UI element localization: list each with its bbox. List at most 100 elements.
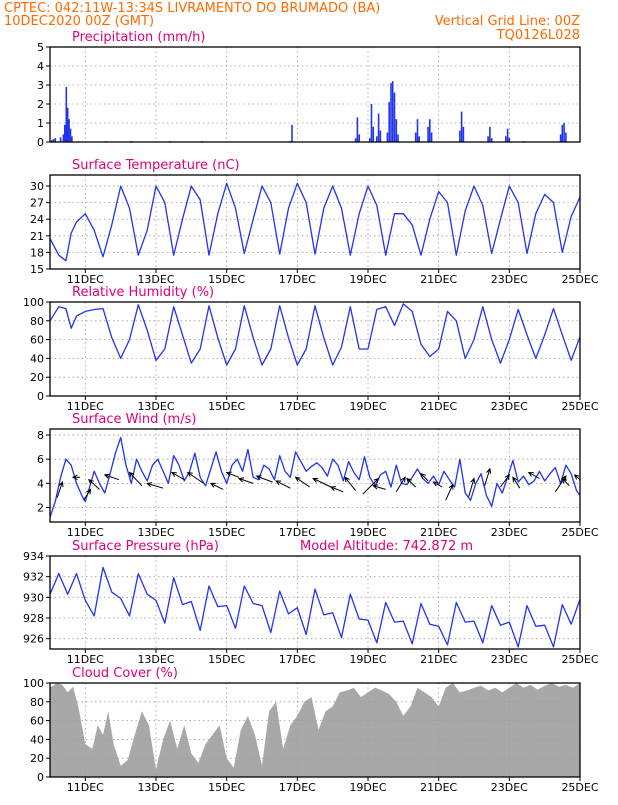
temp-ytick-label: 24 [30,213,44,226]
pressure-ytick-label: 926 [23,633,44,646]
temp-xtick-label: 15DEC [208,273,245,286]
rh-xtick-label: 23DEC [491,400,528,413]
wind-arrow-21 [406,477,417,488]
precip-bar-35 [418,136,420,142]
pressure-ytick-label: 934 [23,550,44,563]
pressure-ytick-label: 930 [23,591,44,604]
cloud-xtick-label: 15DEC [208,781,245,794]
precip-bar-19 [358,134,360,142]
wind-arrow-14 [294,476,310,488]
wind-arrow-12 [255,475,273,483]
wind-arrow-27 [500,473,510,488]
precip-bar-37 [429,119,431,142]
pressure-ytick-label: 932 [23,571,44,584]
wind-xtick-label: 19DEC [349,526,386,539]
precip-bar-43 [489,126,491,142]
precip-bar-33 [414,132,417,142]
precip-bar-39 [459,130,461,142]
wind-arrow-24 [445,483,454,501]
precip-panel: 0 1 2 3 4 5 Precipitation (mm/h) [37,30,581,149]
temp-panel: 15 18 21 24 27 30 11DEC 13DEC 15DEC 17DEC 19DEC 21D… [30,158,599,286]
wind-arrow-1 [71,474,80,480]
pressure-panel: 926 928 930 932 934 11DEC 13DEC 15DEC 17DEC 19DEC… [23,539,599,666]
pressure-series-line [50,566,580,648]
wind-arrow-8 [186,471,204,484]
precip-bar-6 [65,86,68,142]
wind-arrow-31 [561,477,570,487]
precip-bar-26 [386,132,389,142]
pressure-xtick-label: 15DEC [208,653,245,666]
temp-xtick-label: 13DEC [137,273,174,286]
precip-bar-0 [51,140,53,142]
pressure-title: Surface Pressure (hPa) [72,539,219,554]
rh-xtick-label: 25DEC [561,400,598,413]
precip-ytick-label: 4 [37,60,44,73]
wind-arrow-3 [88,478,100,490]
precip-bar-38 [430,132,433,142]
wind-xtick-label: 15DEC [208,526,245,539]
precip-bar-41 [462,126,465,142]
wind-arrow-26 [484,467,492,486]
pressure-xtick-label: 19DEC [349,653,386,666]
rh-grid [50,301,581,397]
pressure-xtick-label: 25DEC [561,653,598,666]
precip-bar-34 [416,119,419,142]
cloud-xtick-label: 19DEC [349,781,386,794]
rh-ytick-label: 0 [37,390,44,403]
wind-xtick-label: 11DEC [67,526,104,539]
precip-bar-24 [377,113,380,142]
precip-bar-52 [565,132,567,142]
wind-arrow-22 [420,472,429,482]
precip-bar-29 [391,81,394,142]
wind-ytick-label: 6 [37,453,44,466]
precip-bar-17 [354,138,357,142]
precip-bar-32 [397,134,399,142]
precip-bar-40 [460,111,463,142]
cloud-ytick-label: 20 [30,752,44,765]
rh-frame [49,301,581,397]
pressure-xtick-label: 13DEC [137,653,174,666]
cloud-xtick-label: 21DEC [420,781,457,794]
precip-ytick-label: 0 [37,136,44,149]
precip-ytick-label: 3 [37,79,44,92]
pressure-grid [50,555,581,649]
temp-ytick-label: 15 [30,263,44,276]
rh-xtick-label: 17DEC [279,400,316,413]
wind-arrow-19 [372,484,386,490]
cloud-title: Cloud Cover (%) [72,666,178,681]
wind-arrow-4 [103,473,120,481]
precip-ytick-label: 1 [37,117,44,130]
precip-title: Precipitation (mm/h) [72,30,205,45]
precip-bar-44 [490,138,493,142]
wind-arrow-32 [573,474,581,481]
cloud-ytick-label: 100 [23,677,44,690]
precip-grid [50,46,581,143]
wind-arrow-0 [56,481,64,498]
rh-ytick-label: 40 [30,352,44,365]
temp-grid [50,175,581,270]
wind-arrow-20 [395,476,406,493]
rh-ytick-label: 20 [30,371,44,384]
precip-bar-9 [69,128,72,142]
wind-series-line [50,436,580,518]
temp-ytick-label: 30 [30,180,44,193]
precip-bar-16 [291,124,293,142]
wind-title: Surface Wind (m/s) [72,412,196,427]
precip-ytick-label: 5 [37,41,44,54]
wind-arrow-15 [312,478,332,488]
pressure-xtick-label: 17DEC [279,653,316,666]
rh-title: Relative Humidity (%) [72,285,214,300]
wind-arrow-25 [468,477,476,497]
wind-arrows [56,467,581,501]
wind-xtick-label: 25DEC [561,526,598,539]
rh-xtick-label: 11DEC [67,400,104,413]
precip-bar-23 [376,136,378,142]
wind-panel: 2 4 6 8 11DEC 13DEC 15DEC 17DEC 19DEC 21DEC 23DEC 2… [37,412,599,539]
cloud-frame [49,682,581,778]
rh-xtick-label: 19DEC [349,400,386,413]
precip-bar-50 [561,124,564,142]
cloud-ytick-label: 80 [30,696,44,709]
precip-bar-1 [52,139,55,142]
